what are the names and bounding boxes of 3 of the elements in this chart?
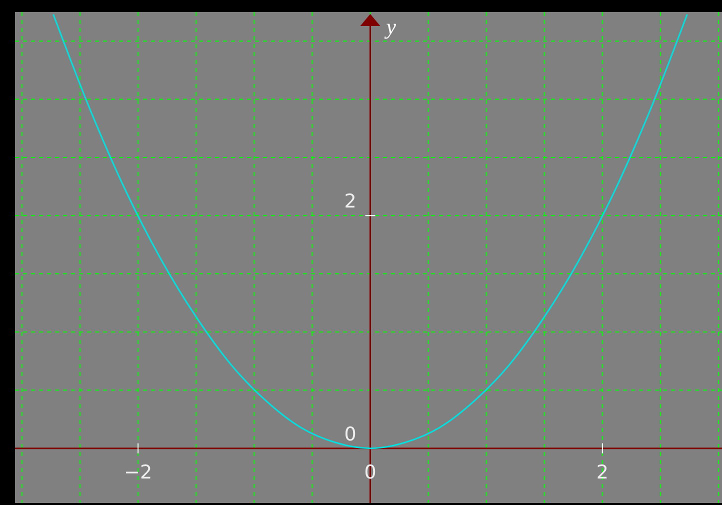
x-tick-label: 2 — [596, 461, 608, 484]
x-tick-label: −2 — [124, 461, 152, 484]
y-axis-title: y — [384, 14, 396, 39]
